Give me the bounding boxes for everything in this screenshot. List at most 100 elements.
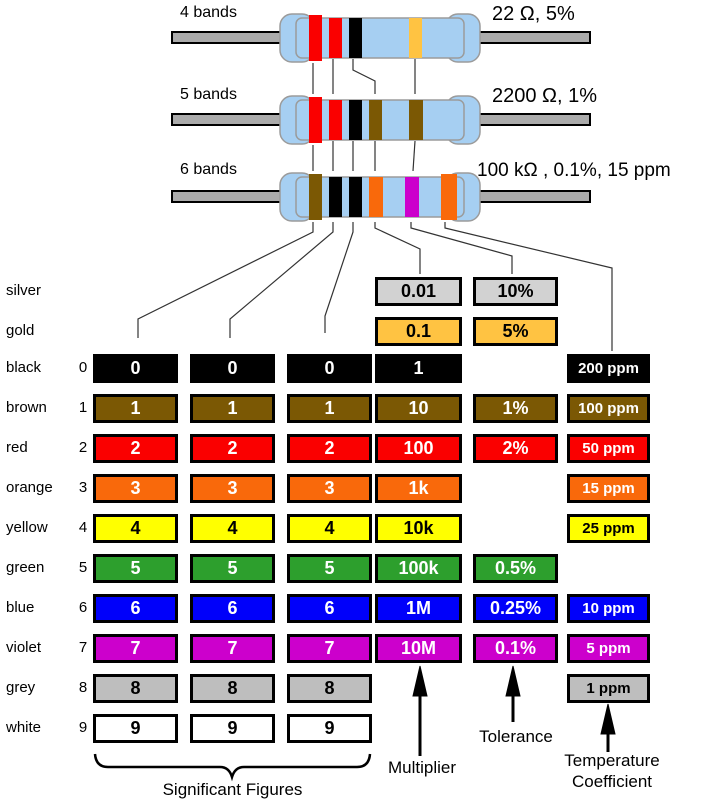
row-digit-brown: 1 bbox=[78, 399, 88, 416]
cell-red-sig2: 2 bbox=[190, 434, 275, 463]
significant-figures-brace bbox=[93, 753, 372, 782]
cell-red-tempco: 50 ppm bbox=[567, 434, 650, 463]
row-label-black: black bbox=[6, 359, 42, 376]
cell-brown-sig3: 1 bbox=[287, 394, 372, 423]
cell-brown-multiplier: 10 bbox=[375, 394, 462, 423]
cell-yellow-sig2: 4 bbox=[190, 514, 275, 543]
cell-white-sig2: 9 bbox=[190, 714, 275, 743]
cell-black-sig2: 0 bbox=[190, 354, 275, 383]
cell-white-sig3: 9 bbox=[287, 714, 372, 743]
cell-black-tempco: 200 ppm bbox=[567, 354, 650, 383]
resistor-4band-value: 22 Ω, 5% bbox=[492, 3, 575, 25]
resistor-band-black bbox=[349, 18, 362, 58]
row-digit-yellow: 4 bbox=[78, 519, 88, 536]
cell-grey-sig2: 8 bbox=[190, 674, 275, 703]
row-label-silver: silver bbox=[6, 282, 42, 299]
cell-grey-sig3: 8 bbox=[287, 674, 372, 703]
cell-white-sig1: 9 bbox=[93, 714, 178, 743]
cell-red-tolerance: 2% bbox=[473, 434, 558, 463]
right-lead bbox=[462, 31, 591, 44]
cell-blue-tolerance: 0.25% bbox=[473, 594, 558, 623]
cell-orange-multiplier: 1k bbox=[375, 474, 462, 503]
row-label-green: green bbox=[6, 559, 45, 576]
connector-lines-r3-table bbox=[137, 222, 613, 351]
cell-blue-multiplier: 1M bbox=[375, 594, 462, 623]
cell-orange-sig3: 3 bbox=[287, 474, 372, 503]
cell-red-sig3: 2 bbox=[287, 434, 372, 463]
cell-yellow-multiplier: 10k bbox=[375, 514, 462, 543]
row-label-blue: blue bbox=[6, 599, 35, 616]
row-digit-white: 9 bbox=[78, 719, 88, 736]
cell-brown-sig2: 1 bbox=[190, 394, 275, 423]
resistor-band-red bbox=[309, 97, 322, 143]
cell-gold-multiplier: 0.1 bbox=[375, 317, 462, 346]
cell-green-sig3: 5 bbox=[287, 554, 372, 583]
resistor-band-orange bbox=[369, 177, 383, 217]
row-label-grey: grey bbox=[6, 679, 36, 696]
row-digit-green: 5 bbox=[78, 559, 88, 576]
resistor-band-violet bbox=[405, 177, 419, 217]
resistor-band-black bbox=[349, 100, 362, 140]
cell-brown-tempco: 100 ppm bbox=[567, 394, 650, 423]
significant-figures-label: Significant Figures bbox=[162, 780, 303, 799]
cell-red-multiplier: 100 bbox=[375, 434, 462, 463]
resistor-band-brown bbox=[309, 174, 322, 220]
row-label-red: red bbox=[6, 439, 28, 456]
cell-green-multiplier: 100k bbox=[375, 554, 462, 583]
left-lead bbox=[171, 190, 288, 203]
tempco-label: Temperature Coefficient bbox=[532, 750, 692, 792]
right-lead bbox=[462, 113, 591, 126]
cell-green-tolerance: 0.5% bbox=[473, 554, 558, 583]
resistor-band-red bbox=[329, 100, 342, 140]
cell-blue-sig3: 6 bbox=[287, 594, 372, 623]
cell-silver-tolerance: 10% bbox=[473, 277, 558, 306]
cell-red-sig1: 2 bbox=[93, 434, 178, 463]
cell-black-sig1: 0 bbox=[93, 354, 178, 383]
connector-lines-r1-r2 bbox=[312, 59, 416, 94]
resistor-band-gold bbox=[409, 18, 422, 58]
resistor-5band-value: 2200 Ω, 1% bbox=[492, 85, 598, 107]
cell-green-sig2: 5 bbox=[190, 554, 275, 583]
resistor-5band-label: 5 bands bbox=[180, 86, 237, 103]
resistor-6band-value: 100 kΩ , 0.1%, 15 ppm bbox=[477, 160, 671, 181]
cell-violet-multiplier: 10M bbox=[375, 634, 462, 663]
resistor-6band-label: 6 bands bbox=[180, 161, 237, 178]
cell-gold-tolerance: 5% bbox=[473, 317, 558, 346]
row-digit-violet: 7 bbox=[78, 639, 88, 656]
cell-orange-sig1: 3 bbox=[93, 474, 178, 503]
left-lead bbox=[171, 31, 288, 44]
cell-silver-multiplier: 0.01 bbox=[375, 277, 462, 306]
cell-black-multiplier: 1 bbox=[375, 354, 462, 383]
resistor-band-orange bbox=[441, 174, 457, 220]
cell-violet-sig3: 7 bbox=[287, 634, 372, 663]
resistor-band-red bbox=[309, 15, 322, 61]
cell-brown-tolerance: 1% bbox=[473, 394, 558, 423]
tolerance-arrow-icon bbox=[505, 665, 521, 722]
row-label-brown: brown bbox=[6, 399, 47, 416]
tempco-arrow-icon bbox=[600, 703, 616, 752]
resistor-5band bbox=[171, 95, 591, 145]
left-lead bbox=[171, 113, 288, 126]
tempco-label-line2: Coefficient bbox=[571, 772, 652, 791]
resistor-band-black bbox=[329, 177, 342, 217]
row-digit-black: 0 bbox=[78, 359, 88, 376]
cell-blue-tempco: 10 ppm bbox=[567, 594, 650, 623]
resistor-6band bbox=[171, 172, 591, 222]
cell-orange-tempco: 15 ppm bbox=[567, 474, 650, 503]
row-label-yellow: yellow bbox=[6, 519, 48, 536]
cell-green-sig1: 5 bbox=[93, 554, 178, 583]
cell-black-sig3: 0 bbox=[287, 354, 372, 383]
resistor-band-black bbox=[349, 177, 362, 217]
row-label-orange: orange bbox=[6, 479, 53, 496]
resistor-band-brown bbox=[369, 100, 382, 140]
resistor-band-red bbox=[329, 18, 342, 58]
cell-brown-sig1: 1 bbox=[93, 394, 178, 423]
tempco-label-line1: Temperature bbox=[564, 751, 660, 770]
row-digit-blue: 6 bbox=[78, 599, 88, 616]
row-label-violet: violet bbox=[6, 639, 42, 656]
cell-grey-tempco: 1 ppm bbox=[567, 674, 650, 703]
connector-lines-r2-r3 bbox=[312, 140, 416, 172]
cell-grey-sig1: 8 bbox=[93, 674, 178, 703]
